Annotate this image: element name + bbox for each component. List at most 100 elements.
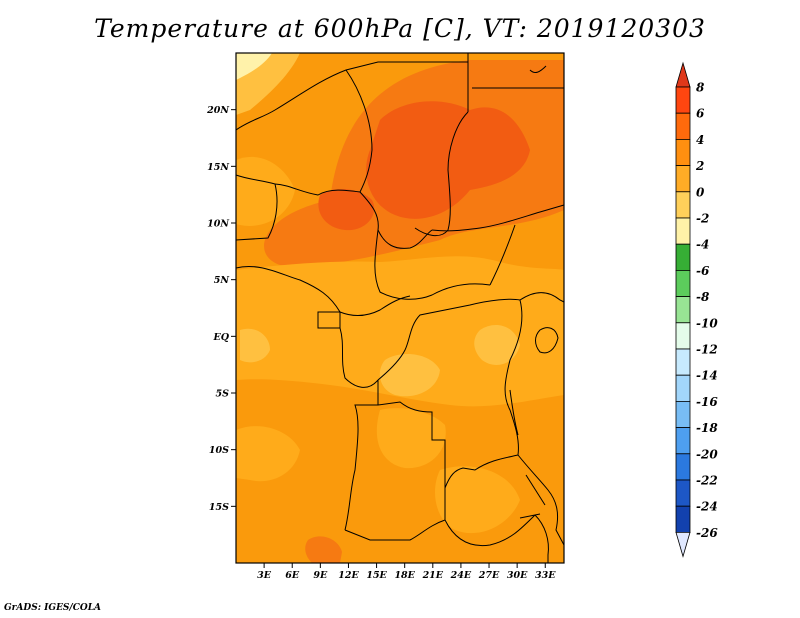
country-borders <box>235 53 565 563</box>
field-region-2-4-se <box>435 466 520 534</box>
colorbar-label: -2 <box>696 212 709 226</box>
lat-tick-label: 5N <box>214 275 230 286</box>
field-region-0-2-coast <box>240 328 270 363</box>
border-line <box>489 224 516 286</box>
colorbar-label: -26 <box>696 526 718 540</box>
colorbar-box <box>675 400 691 428</box>
field-region-0-2-lakes <box>474 325 520 365</box>
border-line <box>274 183 361 196</box>
colorbar-box <box>675 217 691 245</box>
border-line <box>345 69 373 193</box>
colorbar-box <box>675 243 691 271</box>
lat-tick-label: 20N <box>206 105 229 116</box>
grads-credit: GrADS: IGES/COLA <box>4 603 102 613</box>
lon-tick-label: 24E <box>450 570 472 581</box>
colorbar: 8 6 4 2 0 -2 -4 -6 -8 -10 -12 -14 -16 -18 -20 -22 -24 -26 <box>675 61 718 558</box>
field-region-m2-0-nw <box>236 53 272 80</box>
lon-tick-label: 18E <box>394 570 415 581</box>
border-line <box>235 174 276 185</box>
colorbar-label: -20 <box>696 447 718 461</box>
colorbar-box <box>675 322 691 350</box>
border-line <box>444 454 519 489</box>
colorbar-label: 4 <box>696 133 704 147</box>
lon-tick-label: 3E <box>257 570 272 581</box>
lat-tick-label: 15N <box>207 162 229 173</box>
colorbar-label: 6 <box>696 107 705 121</box>
lon-tick-label: 30E <box>507 570 528 581</box>
colorbar-label: -16 <box>696 395 718 409</box>
lat-tick-label: 10S <box>209 445 229 456</box>
lat-tick-label: 10N <box>207 219 229 230</box>
colorbar-box <box>675 505 691 533</box>
border-line <box>517 454 565 546</box>
colorbar-label: -18 <box>696 421 718 435</box>
colorbar-box <box>675 479 691 507</box>
colorbar-box <box>675 348 691 376</box>
lon-tick-label: 33E <box>535 570 556 581</box>
border-line <box>529 65 547 74</box>
field-region-8b <box>318 188 375 231</box>
border-line <box>431 204 565 232</box>
lat-tick-label: 15S <box>209 502 229 513</box>
colorbar-label: -6 <box>696 264 710 278</box>
colorbar-label: -22 <box>696 474 718 488</box>
colorbar-box <box>675 112 691 140</box>
colorbar-box <box>675 191 691 219</box>
lon-tick-label: 21E <box>422 570 444 581</box>
colorbar-label: -24 <box>696 500 718 514</box>
border-line <box>414 111 469 237</box>
border-line <box>235 266 341 313</box>
lat-tick-label: EQ <box>212 332 229 343</box>
lon-tick-label: 15E <box>366 570 387 581</box>
field-region-2-4-west <box>236 426 300 482</box>
colorbar-box <box>675 427 691 455</box>
border-line <box>344 401 446 531</box>
colorbar-box <box>675 269 691 297</box>
colorbar-box <box>675 86 691 114</box>
border-line <box>339 327 379 388</box>
border-line <box>444 514 536 547</box>
colorbar-label: -10 <box>696 316 718 330</box>
colorbar-box <box>675 374 691 402</box>
longitude-axis: 3E 6E 9E 12E 15E 18E 21E 24E 27E 30E 33E <box>257 563 556 581</box>
field-region-2-4-nw <box>236 156 295 226</box>
colorbar-label: 2 <box>695 159 704 173</box>
border-line <box>509 389 519 436</box>
border-line <box>504 299 523 456</box>
border-line <box>525 474 546 506</box>
border-line <box>339 295 411 317</box>
colorbar-label: -14 <box>696 369 718 383</box>
border-line <box>535 327 559 354</box>
colorbar-label: 8 <box>696 81 705 95</box>
lat-tick-label: 5S <box>216 389 230 400</box>
map-frame <box>235 52 565 564</box>
colorbar-label: -8 <box>696 290 710 304</box>
field-region-6-8-south <box>305 536 342 563</box>
border-line <box>235 183 278 241</box>
border-line <box>534 514 549 563</box>
colorbar-box <box>675 453 691 481</box>
border-line <box>235 61 468 131</box>
colorbar-box <box>675 165 691 193</box>
lon-tick-label: 6E <box>285 570 300 581</box>
colorbar-top-arrow <box>675 61 691 88</box>
border-line <box>519 513 541 519</box>
colorbar-label: -4 <box>696 238 709 252</box>
border-line <box>377 298 521 381</box>
border-line <box>344 488 446 541</box>
colorbar-box <box>675 296 691 324</box>
field-region-2-4-central <box>236 256 564 407</box>
border-line <box>519 292 565 303</box>
colorbar-bottom-arrow <box>675 532 691 558</box>
lon-tick-label: 9E <box>313 570 328 581</box>
colorbar-box <box>675 138 691 166</box>
field-region-2-4-south <box>376 408 446 469</box>
chart-title: Temperature at 600hPa [C], VT: 201912030… <box>94 14 706 43</box>
lon-tick-label: 12E <box>338 570 359 581</box>
border-line <box>359 191 433 249</box>
colorbar-label: 0 <box>696 185 705 199</box>
temperature-field <box>236 53 564 563</box>
latitude-axis: 20N 15N 10N 5N EQ 5S 10S 15S <box>206 105 236 513</box>
lon-tick-label: 27E <box>478 570 500 581</box>
